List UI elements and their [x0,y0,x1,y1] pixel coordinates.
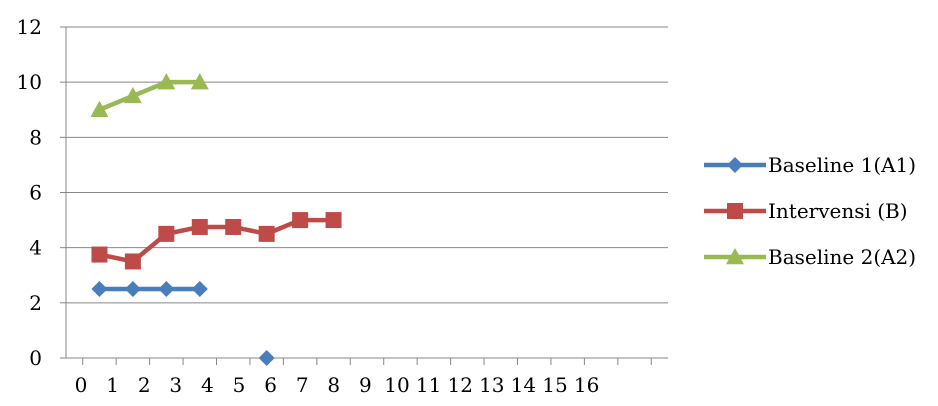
y-tick-label: 6 [29,181,42,205]
x-tick-label: 8 [327,373,340,397]
data-point [258,350,275,366]
data-point [190,73,209,90]
x-tick-label: 13 [479,373,504,397]
data-point [91,281,108,298]
legend-item-1: Baseline 1(A1) [704,153,916,177]
data-point [157,73,176,90]
gridlines [66,26,668,304]
legend-item-2: Intervensi (B) [704,199,908,223]
data-point [258,225,275,242]
x-tick-label: 3 [169,373,182,397]
data-point [158,225,175,242]
y-tick-label: 10 [17,70,42,94]
y-tick-label: 2 [29,291,42,315]
data-point [158,281,175,298]
data-point [124,253,141,270]
y-tick-label: 12 [17,15,42,39]
series-2 [91,212,342,270]
x-tick-label: 16 [574,373,599,397]
y-tick-label: 0 [29,346,42,370]
legend-marker [727,157,743,173]
x-tick-label: 7 [296,373,309,397]
x-tick-label: 10 [384,373,409,397]
x-tick-label: 2 [138,373,151,397]
data-point [90,100,109,117]
x-tick-label: 9 [359,373,372,397]
legend-label: Baseline 1(A1) [768,153,916,177]
legend-marker [726,248,744,265]
legend-label: Baseline 2(A2) [768,245,916,269]
x-tick-label: 14 [511,373,536,397]
series-line [98,79,200,112]
legend-marker [727,203,743,219]
data-point [325,212,342,229]
x-tick-label: 6 [264,373,277,397]
legend: Baseline 1(A1) Intervensi (B) Baseline 2(A… [704,153,916,269]
x-tick-label: 11 [416,373,441,397]
data-point [191,281,208,298]
series-1 [91,281,275,366]
data-point [123,86,142,104]
data-point [124,281,141,298]
x-tick-label: 5 [233,373,246,397]
x-tick-label: 12 [447,373,472,397]
y-tick-label: 4 [29,236,42,260]
data-point [191,218,208,235]
series [90,73,342,366]
x-tick-label: 15 [542,373,567,397]
x-tick-label: 4 [201,373,214,397]
legend-label: Intervensi (B) [768,199,908,223]
legend-item-3: Baseline 2(A2) [704,245,916,269]
y-tick-label: 8 [29,125,42,149]
x-tick-label: 0 [75,373,88,397]
data-point [292,212,309,229]
series-3 [90,73,209,117]
data-point [91,246,108,263]
x-tick-label: 1 [106,373,119,397]
data-point [225,218,242,235]
